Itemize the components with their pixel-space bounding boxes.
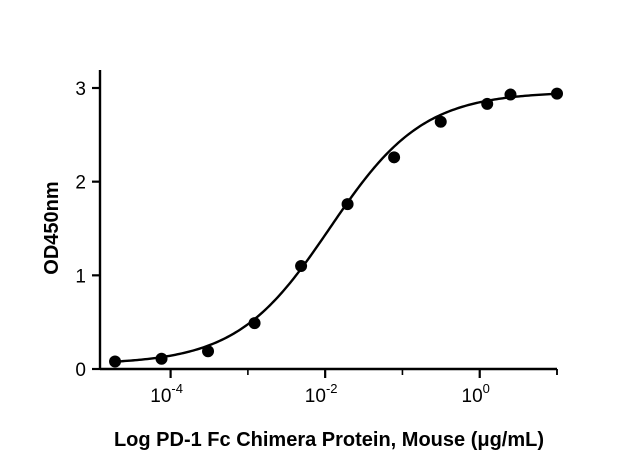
fit-curve — [114, 92, 558, 363]
data-points — [109, 87, 563, 368]
data-point — [481, 97, 494, 110]
data-point — [551, 87, 563, 100]
y-ticks: 0 1 2 3 — [75, 79, 100, 381]
x-ticks: 10-4 10-2 100 — [150, 369, 558, 407]
y-axis-title: OD450nm — [41, 181, 63, 274]
y-tick-label: 0 — [75, 360, 86, 381]
axes — [98, 70, 557, 371]
data-point — [388, 151, 401, 164]
data-point — [504, 88, 517, 101]
x-tick-label: 100 — [462, 381, 490, 407]
y-tick-label: 1 — [75, 266, 86, 287]
data-point — [295, 259, 308, 272]
y-tick-label: 3 — [75, 79, 86, 100]
data-point — [202, 345, 215, 358]
data-point — [248, 317, 261, 330]
x-axis-title: Log PD-1 Fc Chimera Protein, Mouse (μg/m… — [114, 429, 544, 451]
x-tick-label: 10-2 — [305, 381, 338, 407]
data-point — [341, 198, 354, 211]
data-point — [434, 115, 447, 128]
x-tick-label: 10-4 — [150, 381, 183, 407]
data-point — [155, 352, 168, 365]
y-tick-label: 2 — [75, 173, 86, 194]
data-point — [109, 355, 122, 368]
